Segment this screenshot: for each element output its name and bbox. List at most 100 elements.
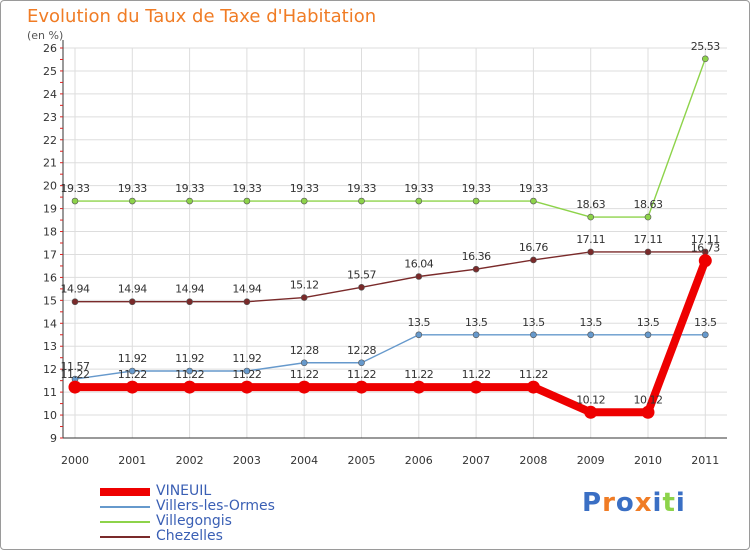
logo-letter: r [602, 488, 616, 518]
chart-subtitle: (en %) [27, 29, 64, 42]
x-tick-label: 2008 [519, 454, 547, 467]
data-label: 16.76 [519, 241, 548, 254]
proxiti-logo: Proxiti [582, 488, 686, 518]
data-label: 13.5 [522, 316, 545, 329]
data-point [472, 265, 480, 273]
legend-swatch [100, 505, 150, 508]
data-label: 13.5 [465, 316, 488, 329]
data-label: 13.5 [579, 316, 602, 329]
y-tick-label: 22 [43, 134, 57, 147]
x-tick-label: 2001 [118, 454, 146, 467]
data-label: 11.92 [118, 352, 147, 365]
legend-item-vineuil: VINEUIL [100, 484, 275, 499]
data-point [240, 380, 254, 394]
data-point [587, 331, 595, 339]
data-label: 18.63 [576, 198, 605, 211]
legend-swatch [100, 535, 150, 538]
data-point [701, 331, 709, 339]
data-label: 19.33 [232, 182, 261, 195]
data-label: 12.28 [290, 344, 319, 357]
data-label: 11.92 [232, 352, 261, 365]
data-point [644, 331, 652, 339]
legend-item-villers-les-ormes: Villers-les-Ormes [100, 499, 275, 514]
data-point [355, 380, 368, 394]
data-label: 19.33 [404, 182, 433, 195]
data-point [358, 283, 365, 291]
data-point [698, 254, 712, 268]
y-tick-label: 25 [43, 65, 57, 78]
data-point [297, 380, 311, 394]
y-tick-label: 18 [43, 226, 57, 239]
data-label: 13.5 [408, 316, 431, 329]
data-label: 15.57 [347, 268, 376, 281]
chart-title: Evolution du Taux de Taxe d'Habitation [27, 6, 377, 27]
data-label: 16.04 [404, 257, 433, 270]
data-label: 17.11 [634, 233, 663, 246]
legend-label: Villegongis [156, 513, 232, 529]
data-label: 17.11 [691, 233, 720, 246]
x-tick-label: 2004 [290, 454, 318, 467]
data-point [472, 197, 480, 205]
data-point [129, 298, 136, 306]
logo-letter: i [652, 488, 663, 518]
x-tick-label: 2002 [176, 454, 204, 467]
data-label: 14.94 [175, 283, 204, 296]
series-line [74, 251, 706, 303]
y-tick-label: 20 [43, 180, 57, 193]
data-label: 11.22 [175, 368, 204, 381]
data-point [469, 380, 483, 394]
logo-letter: P [582, 488, 603, 518]
y-tick-label: 11 [43, 386, 57, 399]
data-label: 11.22 [118, 368, 147, 381]
legend-item-villegongis: Villegongis [100, 514, 275, 529]
y-tick-label: 19 [43, 203, 57, 216]
data-point [644, 213, 652, 221]
data-point [587, 248, 595, 256]
data-label: 25.53 [691, 40, 720, 53]
data-point [129, 367, 136, 375]
data-point [300, 359, 308, 367]
data-point [701, 55, 709, 63]
series-line [74, 334, 706, 380]
data-label: 14.94 [118, 283, 147, 296]
y-tick-label: 9 [50, 432, 57, 445]
y-tick-label: 17 [43, 248, 57, 261]
data-label: 10.12 [576, 393, 605, 406]
data-point [644, 248, 652, 256]
data-label: 14.94 [61, 283, 90, 296]
data-point [358, 197, 365, 205]
legend-label: VINEUIL [156, 483, 212, 499]
data-point [584, 405, 598, 419]
data-point [358, 359, 365, 367]
data-label: 11.22 [404, 368, 433, 381]
data-point [243, 298, 251, 306]
legend-label: Chezelles [156, 528, 223, 544]
logo-letter: o [615, 488, 635, 518]
legend-swatch [100, 487, 150, 496]
legend-label: Villers-les-Ormes [156, 498, 275, 514]
data-point [186, 197, 193, 205]
data-label: 19.33 [519, 182, 548, 195]
data-point [415, 331, 423, 339]
x-tick-label: 2006 [405, 454, 433, 467]
data-label: 19.33 [347, 182, 376, 195]
data-label: 16.36 [462, 250, 491, 263]
data-label: 19.33 [175, 182, 204, 195]
data-label: 11.22 [519, 368, 548, 381]
data-point [641, 405, 655, 419]
legend-item-chezelles: Chezelles [100, 529, 275, 544]
y-tick-label: 12 [43, 363, 57, 376]
data-label: 16.73 [691, 242, 720, 255]
data-label: 14.94 [232, 283, 261, 296]
data-point [243, 197, 251, 205]
data-point [71, 197, 79, 205]
data-point [71, 298, 79, 306]
data-point [300, 294, 308, 301]
data-point [243, 367, 251, 375]
x-tick-label: 2007 [462, 454, 490, 467]
data-label: 10.12 [634, 393, 663, 406]
x-tick-label: 2011 [691, 454, 719, 467]
data-label: 11.22 [290, 368, 319, 381]
